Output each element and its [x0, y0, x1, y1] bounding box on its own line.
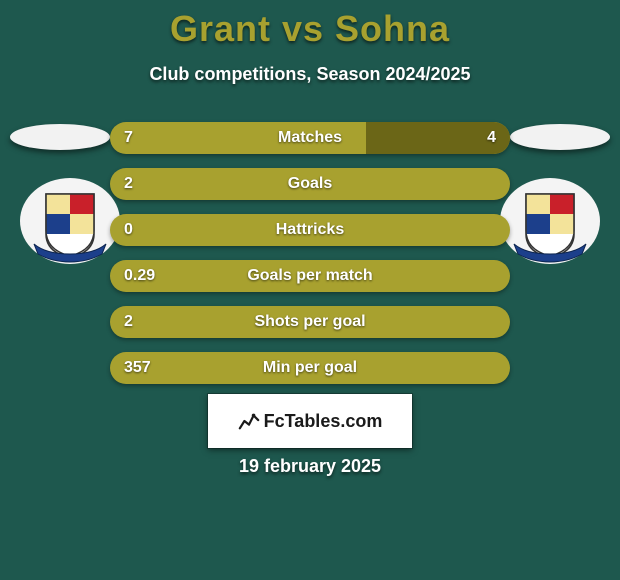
stat-value-left: 0.29 [124, 267, 155, 285]
fctables-logo-icon [238, 410, 260, 432]
stat-label: Shots per goal [254, 313, 365, 331]
stat-value-right: 4 [487, 129, 496, 147]
stat-label: Goals [288, 175, 332, 193]
player-right-ellipse [510, 124, 610, 150]
stat-value-left: 0 [124, 221, 133, 239]
page-title: Grant vs Sohna [0, 0, 620, 50]
stat-rows: 7 Matches 4 2 Goals 0 Hattricks 0.29 Goals per m… [110, 122, 510, 398]
stat-row: 357 Min per goal [110, 352, 510, 384]
fctables-banner[interactable]: FcTables.com [208, 394, 412, 448]
player-left-ellipse [10, 124, 110, 150]
stat-value-left: 2 [124, 313, 133, 331]
stat-row: 2 Shots per goal [110, 306, 510, 338]
date-label: 19 february 2025 [0, 456, 620, 477]
stat-value-left: 7 [124, 129, 133, 147]
stat-label: Hattricks [276, 221, 344, 239]
stat-label: Min per goal [263, 359, 357, 377]
comparison-stage: Grant vs Sohna Club competitions, Season… [0, 0, 620, 580]
stat-row: 7 Matches 4 [110, 122, 510, 154]
stat-row: 0 Hattricks [110, 214, 510, 246]
team-crest-right [500, 178, 600, 264]
stat-value-left: 357 [124, 359, 151, 377]
stat-row: 2 Goals [110, 168, 510, 200]
team-crest-left [20, 178, 120, 264]
banner-text: FcTables.com [264, 411, 383, 432]
stat-label: Matches [278, 129, 342, 147]
stat-label: Goals per match [247, 267, 372, 285]
stat-row: 0.29 Goals per match [110, 260, 510, 292]
subtitle: Club competitions, Season 2024/2025 [0, 64, 620, 85]
stat-value-left: 2 [124, 175, 133, 193]
